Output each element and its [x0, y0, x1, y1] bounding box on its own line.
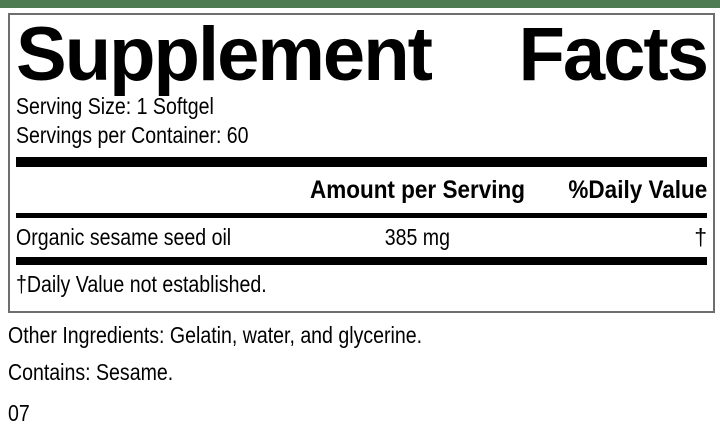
serving-size-text: Serving Size: 1 Softgel: [16, 93, 214, 120]
product-code-text: 07: [8, 400, 30, 426]
nutrient-amount: 385 mg: [384, 224, 450, 251]
servings-per-container-text: Servings per Container: 60: [16, 122, 249, 149]
servings-per-container-line: Servings per Container: 60: [16, 121, 707, 150]
other-ingredients-text: Other Ingredients: Gelatin, water, and g…: [8, 322, 423, 348]
nutrient-row: Organic sesame seed oil 385 mg †: [16, 218, 707, 257]
row-divider-rule: [16, 257, 707, 266]
brand-accent-bar: [0, 0, 720, 8]
column-header-row: Amount per Serving %Daily Value: [16, 167, 707, 213]
panel-title: Supplement Facts: [16, 13, 709, 97]
title-word-supplement: Supplement: [16, 13, 433, 97]
amount-per-serving-header: Amount per Serving: [309, 175, 525, 204]
contains-line: Contains: Sesame.: [8, 358, 720, 386]
serving-size-line: Serving Size: 1 Softgel: [16, 92, 707, 121]
supplement-facts-panel: Supplement Facts Serving Size: 1 Softgel…: [8, 13, 715, 313]
dagger-symbol: †: [694, 224, 707, 251]
footnote-text: †Daily Value not established.: [16, 271, 267, 298]
daily-value-header: %Daily Value: [568, 175, 707, 204]
title-word-facts: Facts: [518, 13, 709, 97]
contains-text: Contains: Sesame.: [8, 359, 174, 385]
nutrient-name: Organic sesame seed oil: [16, 224, 232, 251]
other-ingredients-line: Other Ingredients: Gelatin, water, and g…: [8, 321, 720, 349]
header-divider-rule: [16, 213, 707, 219]
top-thick-rule: [16, 157, 707, 168]
product-code: 07: [8, 399, 720, 427]
footnote-line: †Daily Value not established.: [16, 265, 707, 306]
nutrient-daily-value: †: [552, 224, 707, 251]
